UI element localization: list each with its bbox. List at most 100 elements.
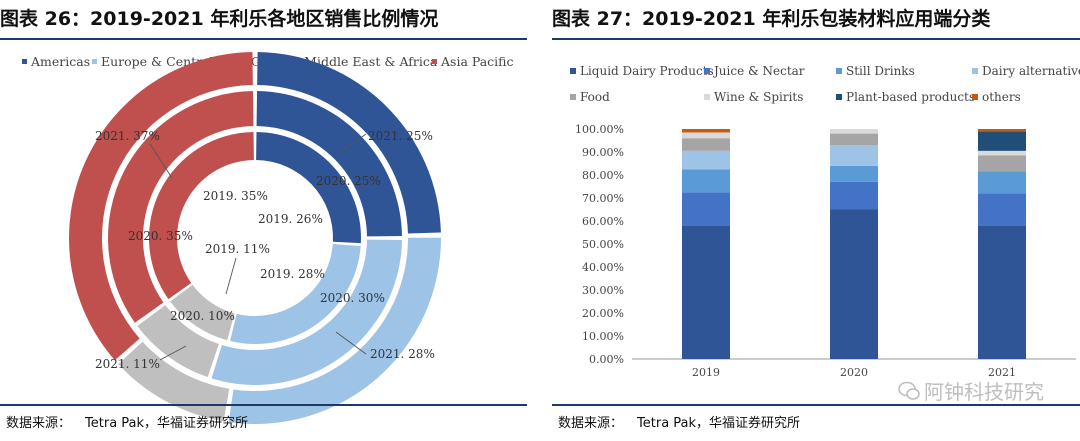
bar-legend-item-juice-nectar: Juice & Nectar: [704, 64, 805, 78]
bar-legend-label-juice-nectar: Juice & Nectar: [712, 64, 805, 78]
bar-legend-item-dairy-alternatives: Dairy alternatives: [972, 64, 1080, 78]
donut-data-label-2019-greater-middle-east-africa: 2019. 11%: [205, 242, 270, 256]
bar-x-tick-label-2020: 2020: [840, 366, 868, 379]
bar-segment-2021-plant-based-products: [978, 131, 1026, 151]
donut-data-label-2021-americas: 2021. 25%: [368, 129, 433, 143]
bar-segment-2020-juice-nectar: [830, 181, 878, 210]
donut-data-label-2021-europe-central-asia: 2021. 28%: [370, 347, 435, 361]
bar-x-tick-label-2021: 2021: [988, 366, 1016, 379]
bar-y-tick-label: 30.00%: [582, 284, 624, 297]
donut-data-label-2020-americas: 2020. 25%: [316, 174, 381, 188]
donut-source-rule: [0, 404, 527, 406]
bar-legend-label-dairy-alternatives: Dairy alternatives: [982, 64, 1080, 78]
bar-segment-2021-wine-spirits: [978, 150, 1026, 156]
donut-legend-swatch-europe-central-asia: [92, 59, 97, 64]
bar-segment-2021-juice-nectar: [978, 193, 1026, 226]
donut-chart: Americas Europe & Central Asia Greater Mid…: [22, 52, 514, 424]
bar-legend-item-plant-based-products: Plant-based products: [836, 90, 975, 104]
bar-legend-swatch-wine-spirits: [704, 94, 710, 100]
donut-slice-2021-greater-middle-east-africa: [118, 341, 230, 422]
bar-segment-2021-liquid-dairy-products: [978, 225, 1026, 359]
bar-segment-2020-food: [830, 133, 878, 146]
donut-title-rule: [0, 38, 527, 40]
donut-slice-2020-asia-pacific: [107, 91, 254, 323]
donut-slice-2021-americas: [257, 52, 441, 234]
bar-y-tick-label: 10.00%: [582, 330, 624, 343]
bar-y-tick-label: 20.00%: [582, 307, 624, 320]
donut-slice-2021-asia-pacific: [69, 52, 253, 361]
bar-segment-2019-still-drinks: [682, 169, 730, 193]
bar-legend-label-food: Food: [580, 90, 610, 104]
bar-legend-label-wine-spirits: Wine & Spirits: [714, 90, 803, 104]
donut-panel: 图表 26：2019-2021 年利乐各地区销售比例情况 Americas Eur…: [0, 0, 527, 441]
donut-slice-2020-americas: [256, 91, 402, 237]
bar-segment-2019-dairy-alternatives: [682, 150, 730, 170]
bar-segment-2021-others: [978, 129, 1026, 132]
bar-segment-2021-food: [978, 155, 1026, 172]
donut-data-label-2019-americas: 2019. 26%: [258, 212, 323, 226]
donut-data-label-2020-greater-middle-east-africa: 2020. 10%: [170, 309, 235, 323]
bar-legend-label-plant-based-products: Plant-based products: [846, 90, 975, 104]
bar-segment-2020-liquid-dairy-products: [830, 209, 878, 359]
donut-legend-item-asia-pacific: Asia Pacific: [432, 54, 514, 69]
donut-legend-label-americas: Americas: [30, 54, 90, 69]
bar-source-value: Tetra Pak，华福证券研究所: [637, 416, 801, 431]
bar-legend-swatch-food: [570, 94, 576, 100]
bar-legend-item-still-drinks: Still Drinks: [836, 64, 915, 78]
donut-leader-line-3: [225, 257, 237, 295]
donut-leader-line-4: [159, 345, 187, 361]
bar-segment-2020-still-drinks: [830, 165, 878, 182]
bar-source: 数据来源： Tetra Pak，华福证券研究所: [558, 412, 800, 431]
stacked-bar-chart: Liquid Dairy Products Juice & Nectar Still…: [570, 64, 1080, 379]
donut-legend-swatch-americas: [22, 59, 27, 64]
donut-data-label-2020-asia-pacific: 2020. 35%: [128, 229, 193, 243]
bar-legend-label-still-drinks: Still Drinks: [846, 64, 915, 78]
bar-title-rule: [552, 38, 1080, 40]
donut-legend-swatch-asia-pacific: [432, 59, 437, 64]
bar-source-label: 数据来源：: [558, 416, 624, 431]
bar-x-tick-label-2019: 2019: [692, 366, 720, 379]
donut-legend-label-asia-pacific: Asia Pacific: [440, 54, 514, 69]
donut-leader-line-5: [335, 331, 367, 355]
bar-legend-swatch-juice-nectar: [704, 68, 710, 74]
donut-data-label-2020-europe-central-asia: 2020. 30%: [320, 291, 385, 305]
bar-legend-swatch-dairy-alternatives: [972, 68, 978, 74]
watermark-text: 阿钟科技研究: [924, 380, 1044, 404]
donut-source: 数据来源： Tetra Pak，华福证券研究所: [6, 412, 248, 431]
wechat-icon: [898, 381, 920, 400]
donut-leader-line-1: [337, 133, 367, 155]
bar-legend-swatch-liquid-dairy-products: [570, 68, 576, 74]
donut-data-label-2021-greater-middle-east-africa: 2021. 11%: [95, 357, 160, 371]
donut-source-value: Tetra Pak，华福证券研究所: [85, 416, 249, 431]
bar-segment-2019-others: [682, 129, 730, 133]
donut-source-label: 数据来源：: [6, 416, 72, 431]
bar-segment-2019-food: [682, 138, 730, 151]
bar-segment-2021-still-drinks: [978, 171, 1026, 194]
bar-y-tick-label: 80.00%: [582, 169, 624, 182]
bar-legend-label-others: others: [982, 90, 1021, 104]
bar-legend-swatch-others: [972, 94, 978, 100]
donut-slice-2019-asia-pacific: [149, 132, 254, 300]
bar-legend-swatch-still-drinks: [836, 68, 842, 74]
bar-y-tick-label: 70.00%: [582, 192, 624, 205]
bar-legend-label-liquid-dairy-products: Liquid Dairy Products: [580, 64, 714, 78]
bar-figure-title: 图表 27：2019-2021 年利乐包装材料应用端分类: [552, 8, 991, 30]
bar-y-tick-label: 50.00%: [582, 238, 624, 251]
donut-slice-2020-europe-central-asia: [211, 239, 402, 385]
donut-leader-line-2: [149, 143, 173, 179]
donut-data-label-2019-europe-central-asia: 2019. 28%: [260, 267, 325, 281]
bar-segment-2019-liquid-dairy-products: [682, 225, 730, 359]
bar-legend-swatch-plant-based-products: [836, 94, 842, 100]
bar-segment-2019-wine-spirits: [682, 132, 730, 139]
donut-slice-2019-americas: [256, 132, 361, 244]
bar-y-tick-label: 90.00%: [582, 146, 624, 159]
bar-y-tick-label: 0.00%: [589, 353, 624, 366]
donut-slice-2019-greater-middle-east-africa: [170, 284, 235, 341]
donut-slice-2020-greater-middle-east-africa: [137, 305, 219, 378]
bar-legend-item-liquid-dairy-products: Liquid Dairy Products: [570, 64, 714, 78]
bar-y-tick-label: 40.00%: [582, 261, 624, 274]
bar-segment-2020-wine-spirits: [830, 129, 878, 134]
stacked-bar-panel: 图表 27：2019-2021 年利乐包装材料应用端分类 Liquid Dair…: [552, 0, 1080, 441]
bar-y-tick-label: 100.00%: [575, 123, 624, 136]
bar-y-tick-label: 60.00%: [582, 215, 624, 228]
